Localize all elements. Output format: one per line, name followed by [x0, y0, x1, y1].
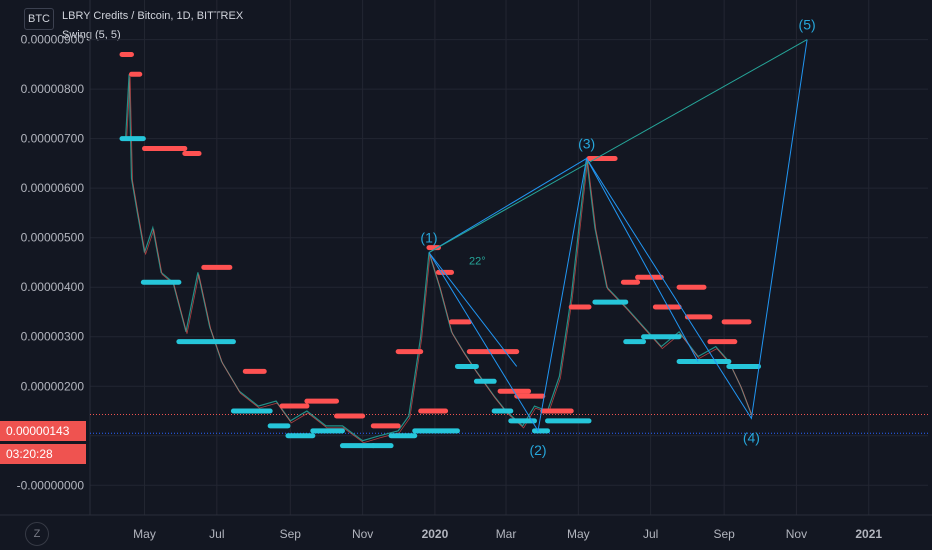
y-tick-label: 0.00000300	[21, 330, 85, 344]
wave-polyline	[428, 39, 808, 433]
y-tick-label: -0.00000000	[17, 478, 85, 492]
x-tick-label: Nov	[786, 527, 807, 541]
x-tick-label: 2021	[855, 527, 882, 541]
x-tick-label: Sep	[713, 527, 735, 541]
x-tick-label: Nov	[352, 527, 373, 541]
wave-label: (3)	[578, 135, 595, 151]
x-tick-label: 2020	[422, 527, 449, 541]
wave-label: (1)	[420, 230, 437, 246]
indicator-legend[interactable]: Swing (5, 5)	[62, 29, 121, 41]
y-tick-label: 0.00000500	[21, 231, 85, 245]
y-tick-label: 0.00000900	[21, 33, 85, 47]
last-price-label: 0.00000143	[0, 421, 86, 441]
x-tick-label: Sep	[280, 527, 302, 541]
y-tick-label: 0.00000200	[21, 379, 85, 393]
y-tick-label: 0.00000600	[21, 181, 85, 195]
wave-guide-line	[428, 158, 587, 253]
wave-guide-line	[428, 252, 518, 367]
wave-guide-line	[586, 158, 699, 362]
countdown-label: 03:20:28	[0, 444, 86, 464]
wave-label: (5)	[799, 17, 816, 33]
y-tick-label: 0.00000700	[21, 132, 85, 146]
currency-button[interactable]: BTC	[24, 8, 54, 30]
x-tick-label: Mar	[496, 527, 517, 541]
y-tick-label: 0.00000400	[21, 280, 85, 294]
trend-line	[428, 39, 808, 253]
angle-label: 22°	[469, 256, 486, 268]
timezone-button[interactable]: Z	[25, 522, 49, 546]
x-tick-label: May	[133, 527, 156, 541]
x-tick-label: Jul	[209, 527, 224, 541]
x-tick-label: Jul	[643, 527, 658, 541]
wave-label: (4)	[743, 429, 760, 445]
y-tick-label: 0.00000800	[21, 82, 85, 96]
price-series	[125, 74, 752, 442]
price-series-shadow	[126, 76, 753, 444]
x-tick-label: May	[567, 527, 590, 541]
symbol-legend: LBRY Credits / Bitcoin, 1D, BITTREX	[62, 10, 244, 22]
wave-label: (2)	[529, 442, 546, 458]
